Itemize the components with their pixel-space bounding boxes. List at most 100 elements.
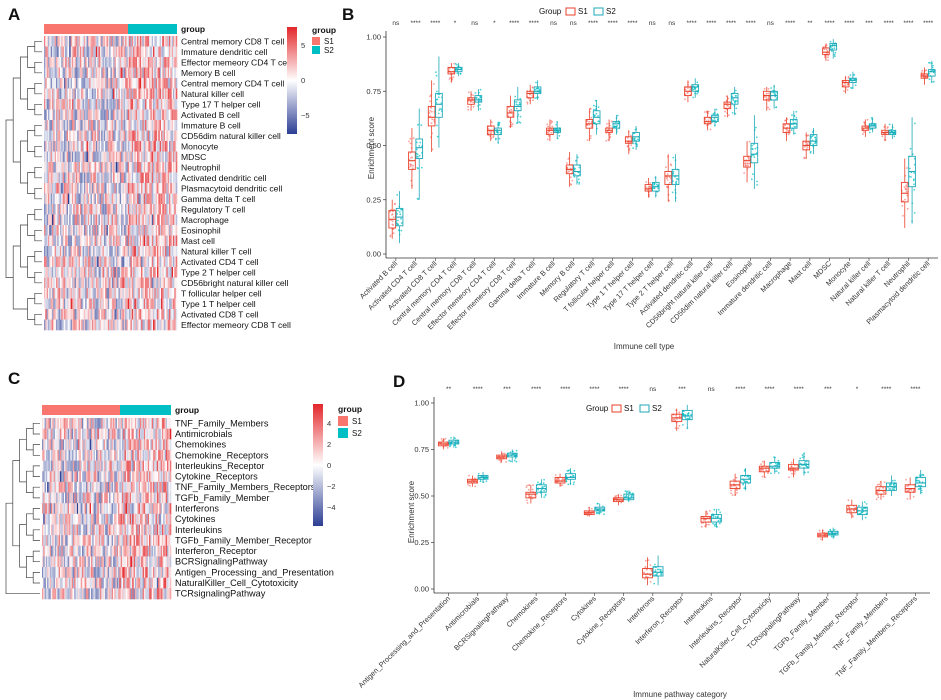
hmA-cell [139, 172, 142, 184]
hmA-cell [70, 204, 73, 215]
hmA-cell [125, 99, 127, 110]
hmA-cell [159, 309, 162, 320]
hmC-cell [44, 439, 47, 451]
hmA-cell [117, 235, 119, 247]
hmC-cell [87, 481, 89, 493]
hmC-cell [120, 577, 123, 589]
hmA-cell [71, 319, 74, 331]
hmA-cell [149, 120, 151, 131]
hmA-cell [155, 99, 158, 110]
hmC-cell [125, 577, 128, 589]
hmA-cell [122, 88, 125, 100]
hmA-cell [143, 225, 146, 236]
hmA-cell [158, 67, 161, 79]
hmC-cell [141, 481, 143, 493]
hmC-cell [56, 535, 58, 547]
hmA-cell [155, 214, 158, 226]
hmC-cell [52, 460, 54, 472]
hmC-cell [168, 556, 171, 568]
hmC-cell [125, 481, 128, 493]
hmA-cell [44, 256, 46, 268]
hmC-cell [84, 556, 87, 568]
hmA-cell [146, 256, 149, 268]
hmA-cell [49, 162, 51, 173]
hmC-cell [143, 460, 146, 472]
hmA-cell [155, 309, 158, 320]
hmA-cell [170, 246, 172, 257]
hmC-cell [69, 513, 71, 525]
hmC-cell [74, 471, 76, 483]
hmC-cell [100, 460, 102, 472]
hmC-cell [78, 577, 80, 589]
hmC-cell [133, 513, 136, 525]
hmC-cell [160, 503, 163, 515]
hmA-cell [93, 130, 95, 142]
hmA-cell [61, 193, 63, 205]
hmA-cell [66, 309, 69, 320]
hmC-cell [71, 545, 74, 557]
hmC-cell [78, 535, 80, 547]
hmC-cell [65, 471, 67, 483]
hmA-cell [159, 172, 162, 184]
hmA-cell [50, 288, 53, 299]
hmA-cell [175, 78, 178, 89]
hmA-cell [101, 309, 103, 320]
hmA-cell [129, 277, 131, 289]
hmA-cell [55, 225, 58, 236]
hmC-cell [85, 481, 88, 493]
hmA-cell [171, 204, 174, 215]
hmA-cell [54, 225, 57, 236]
boxplot-b-legend-s2: S2 [606, 7, 616, 16]
hmA-cell [55, 151, 58, 163]
hmA-cell [103, 151, 106, 163]
hmC-cell [127, 439, 129, 451]
hmA-cell [162, 141, 164, 152]
hmA-cell [94, 298, 97, 310]
hmA-cell [89, 88, 91, 100]
hmA-cell [99, 204, 102, 215]
hmC-cell [131, 471, 133, 483]
hmA-cell [151, 225, 154, 236]
hmC-cell [94, 545, 97, 557]
hmA-cell [127, 46, 130, 58]
hmA-cell [123, 99, 126, 110]
hmA-cell [82, 256, 85, 268]
hmC-cell [100, 471, 102, 483]
hmA-cell [146, 36, 149, 47]
hmA-cell [111, 256, 114, 268]
hmC-cell [165, 449, 168, 461]
boxB-point [456, 69, 459, 72]
hmC-cell [125, 471, 128, 483]
hmC-cell [44, 418, 47, 429]
hmA-cell [103, 172, 106, 184]
hmC-cell [145, 481, 147, 493]
heatmap-a: group Central memory CD8 T cellImmature … [5, 24, 336, 331]
hmA-cell [102, 88, 105, 100]
hmC-cell [105, 567, 107, 579]
hmC-cell [60, 481, 62, 493]
hmA-cell [149, 235, 151, 247]
hmA-cell [114, 298, 117, 310]
boxB-point [467, 105, 469, 108]
hmA-cell [44, 193, 46, 205]
hmC-cell [105, 524, 107, 536]
hmA-cell [154, 319, 157, 331]
boxB-point [417, 123, 419, 126]
hmA-cell [138, 193, 141, 205]
hmA-cell [174, 67, 176, 79]
hmA-cell [63, 214, 66, 226]
hmC-cell [143, 471, 146, 483]
hmA-cell [65, 246, 67, 257]
hmA-cell [83, 46, 86, 58]
hmC-cell [107, 418, 110, 429]
hmA-cell [105, 288, 107, 299]
hmC-cell [103, 428, 106, 440]
hmA-cell [138, 57, 141, 68]
hmC-cell [156, 449, 159, 461]
hmC-cell [101, 524, 103, 536]
hmA-dendro-branch [34, 187, 42, 200]
hmA-cell [67, 130, 70, 142]
hmC-cell [88, 492, 91, 504]
hmA-cell [119, 193, 122, 205]
hmC-cell [145, 567, 147, 579]
